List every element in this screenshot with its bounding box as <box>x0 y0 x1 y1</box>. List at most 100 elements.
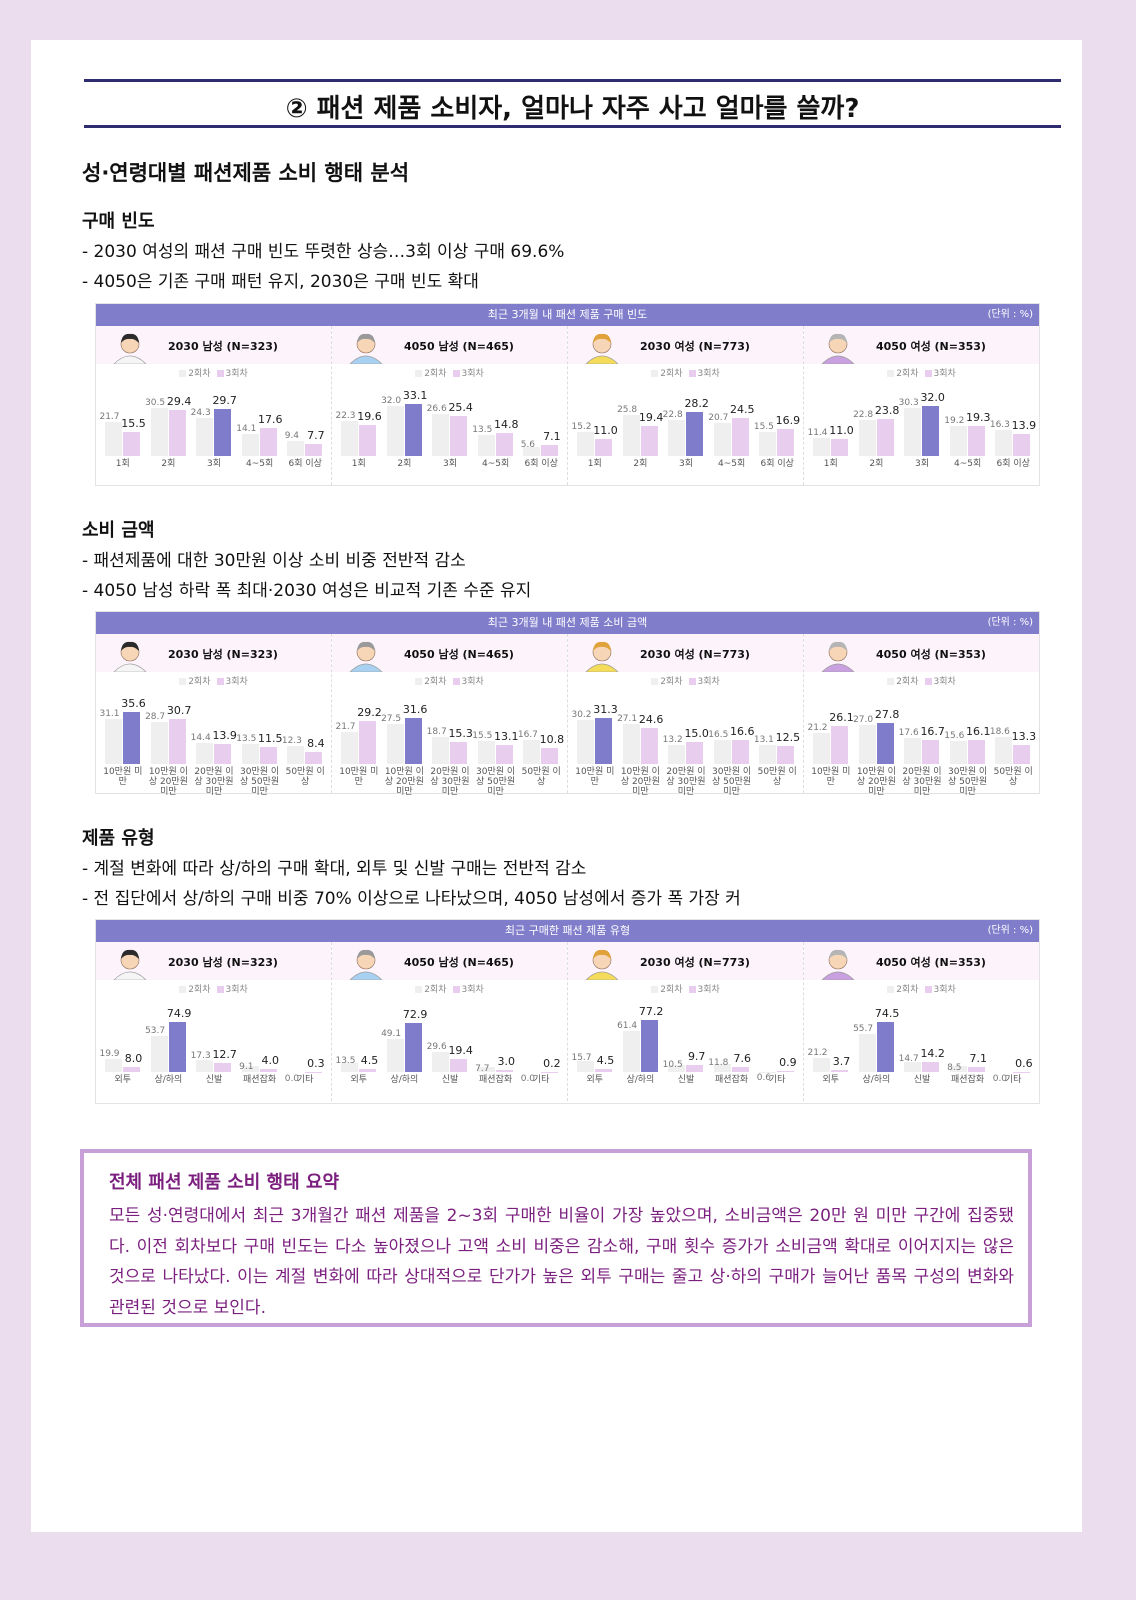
bar <box>713 739 731 764</box>
bar <box>858 724 876 764</box>
panel: 2030 남성 (N=323) 2회차 3회차 21.7 15.5 30.5 29.4 24.… <box>96 326 332 485</box>
value-label: 13.2 <box>662 734 683 745</box>
panel-title: 4050 여성 (N=353) <box>876 956 986 969</box>
legend-label: 3회차 <box>933 369 956 379</box>
legend-label: 2회차 <box>896 677 919 687</box>
panel-title: 4050 여성 (N=353) <box>876 648 986 661</box>
value-label: 19.3 <box>966 410 991 424</box>
chart-title-bar: 최근 3개월 내 패션 제품 소비 금액 (단위 : %) <box>96 612 1039 634</box>
bar <box>713 423 731 456</box>
section-heading: 구매 빈도 <box>82 211 155 232</box>
bar <box>196 1060 214 1072</box>
value-label: 25.4 <box>448 401 473 415</box>
legend: 2회차 3회차 <box>804 982 1039 995</box>
legend-item: 3회차 <box>924 677 956 687</box>
legend-item: 2회차 <box>887 369 919 379</box>
category-label: 신발 <box>441 1075 459 1085</box>
panel-header: 4050 여성 (N=353) <box>804 942 1039 981</box>
bar <box>305 751 323 764</box>
category-label: 10만원 이상 20만원 미만 <box>620 767 660 797</box>
bar <box>967 425 985 456</box>
value-label: 16.7 <box>517 729 538 740</box>
bar <box>196 742 214 764</box>
bar <box>287 746 305 764</box>
chart-title: 최근 구매한 패션 제품 유형 <box>504 924 631 937</box>
bar <box>731 739 749 764</box>
bar <box>640 728 658 764</box>
avatar-icon <box>110 330 150 368</box>
value-label: 24.5 <box>730 402 755 416</box>
legend-item: 3회차 <box>216 985 248 995</box>
value-label: 14.8 <box>494 417 519 431</box>
bar <box>831 438 848 456</box>
legend-label: 3회차 <box>933 677 956 687</box>
bullet: - 패션제품에 대한 30만원 이상 소비 비중 전반적 감소 <box>82 551 466 571</box>
value-label: 7.1 <box>543 429 561 443</box>
panel-header: 4050 남성 (N=465) <box>332 326 567 365</box>
avatar-icon <box>346 946 386 984</box>
value-label: 16.7 <box>920 724 945 738</box>
bar <box>904 408 922 456</box>
legend: 2회차 3회차 <box>96 674 331 687</box>
value-label: 28.2 <box>684 396 709 410</box>
bar <box>359 721 376 764</box>
category-label: 10만원 이상 20만원 미만 <box>856 767 896 797</box>
panel: 4050 여성 (N=353) 2회차 3회차 21.2 3.7 55.7 74.5 14.7… <box>804 942 1039 1101</box>
legend: 2회차 3회차 <box>96 366 331 379</box>
value-label: 14.2 <box>920 1047 945 1061</box>
legend-item: 2회차 <box>887 985 919 995</box>
value-label: 22.8 <box>853 410 874 421</box>
value-label: 30.2 <box>571 709 592 720</box>
category-label: 10만원 미만 <box>575 767 615 787</box>
plot-area: 11.4 11.0 22.8 23.8 30.3 32.0 19.2 19.3 16.3 13.9 <box>807 380 1036 456</box>
bar <box>168 719 186 764</box>
value-label: 53.7 <box>145 1025 166 1036</box>
bar <box>259 1069 277 1072</box>
value-label: 19.4 <box>448 1043 473 1057</box>
legend: 2회차 3회차 <box>96 982 331 995</box>
value-label: 16.9 <box>775 414 801 428</box>
bar <box>731 417 749 456</box>
category-row: 1회 2회 3회 4~5회 6회 이상 <box>572 459 799 485</box>
title-rule <box>84 125 1061 128</box>
value-label: 15.2 <box>571 422 592 433</box>
legend-item: 3회차 <box>216 369 248 379</box>
bar <box>813 1057 830 1072</box>
value-label: 29.7 <box>212 394 237 408</box>
bar <box>995 430 1013 456</box>
bar <box>922 405 940 456</box>
bar <box>922 739 940 764</box>
legend-swatch <box>924 678 932 685</box>
value-label: 10.5 <box>662 1059 683 1070</box>
panel-title: 4050 남성 (N=465) <box>404 340 514 353</box>
category-row: 외투 상/하의 신발 패션잡화 기타 <box>336 1075 563 1101</box>
plot-area: 13.5 4.5 49.1 72.9 29.6 19.4 7.7 3.0 0.0 0.2 <box>335 996 563 1084</box>
chart-title-bar: 최근 구매한 패션 제품 유형 (단위 : %) <box>96 920 1039 942</box>
legend-item: 2회차 <box>651 369 683 379</box>
legend-label: 2회차 <box>896 985 919 995</box>
bar <box>904 738 922 764</box>
legend-label: 3회차 <box>697 369 720 379</box>
panel: 2030 여성 (N=773) 2회차 3회차 15.2 11.0 25.8 19.4 22.… <box>568 326 804 485</box>
bar <box>495 432 513 456</box>
panel-header: 4050 남성 (N=465) <box>332 942 567 981</box>
bar <box>949 425 967 456</box>
legend-swatch <box>651 370 659 377</box>
bar <box>668 1064 686 1072</box>
bar <box>150 1035 168 1072</box>
value-label: 3.7 <box>832 1054 851 1068</box>
avatar-icon <box>818 330 858 368</box>
value-label: 13.1 <box>753 734 774 745</box>
legend-label: 3회차 <box>461 985 484 995</box>
bar <box>595 718 612 764</box>
panel-title: 4050 남성 (N=465) <box>404 648 514 661</box>
category-label: 20만원 이상 30만원 미만 <box>902 767 942 797</box>
value-label: 9.7 <box>687 1050 706 1064</box>
value-label: 18.7 <box>426 726 447 737</box>
legend-item: 3회차 <box>924 369 956 379</box>
legend-label: 3회차 <box>697 677 720 687</box>
value-label: 24.3 <box>190 407 211 418</box>
value-label: 20.7 <box>708 413 729 424</box>
category-label: 10만원 미만 <box>103 767 143 787</box>
value-label: 28.7 <box>145 712 166 723</box>
